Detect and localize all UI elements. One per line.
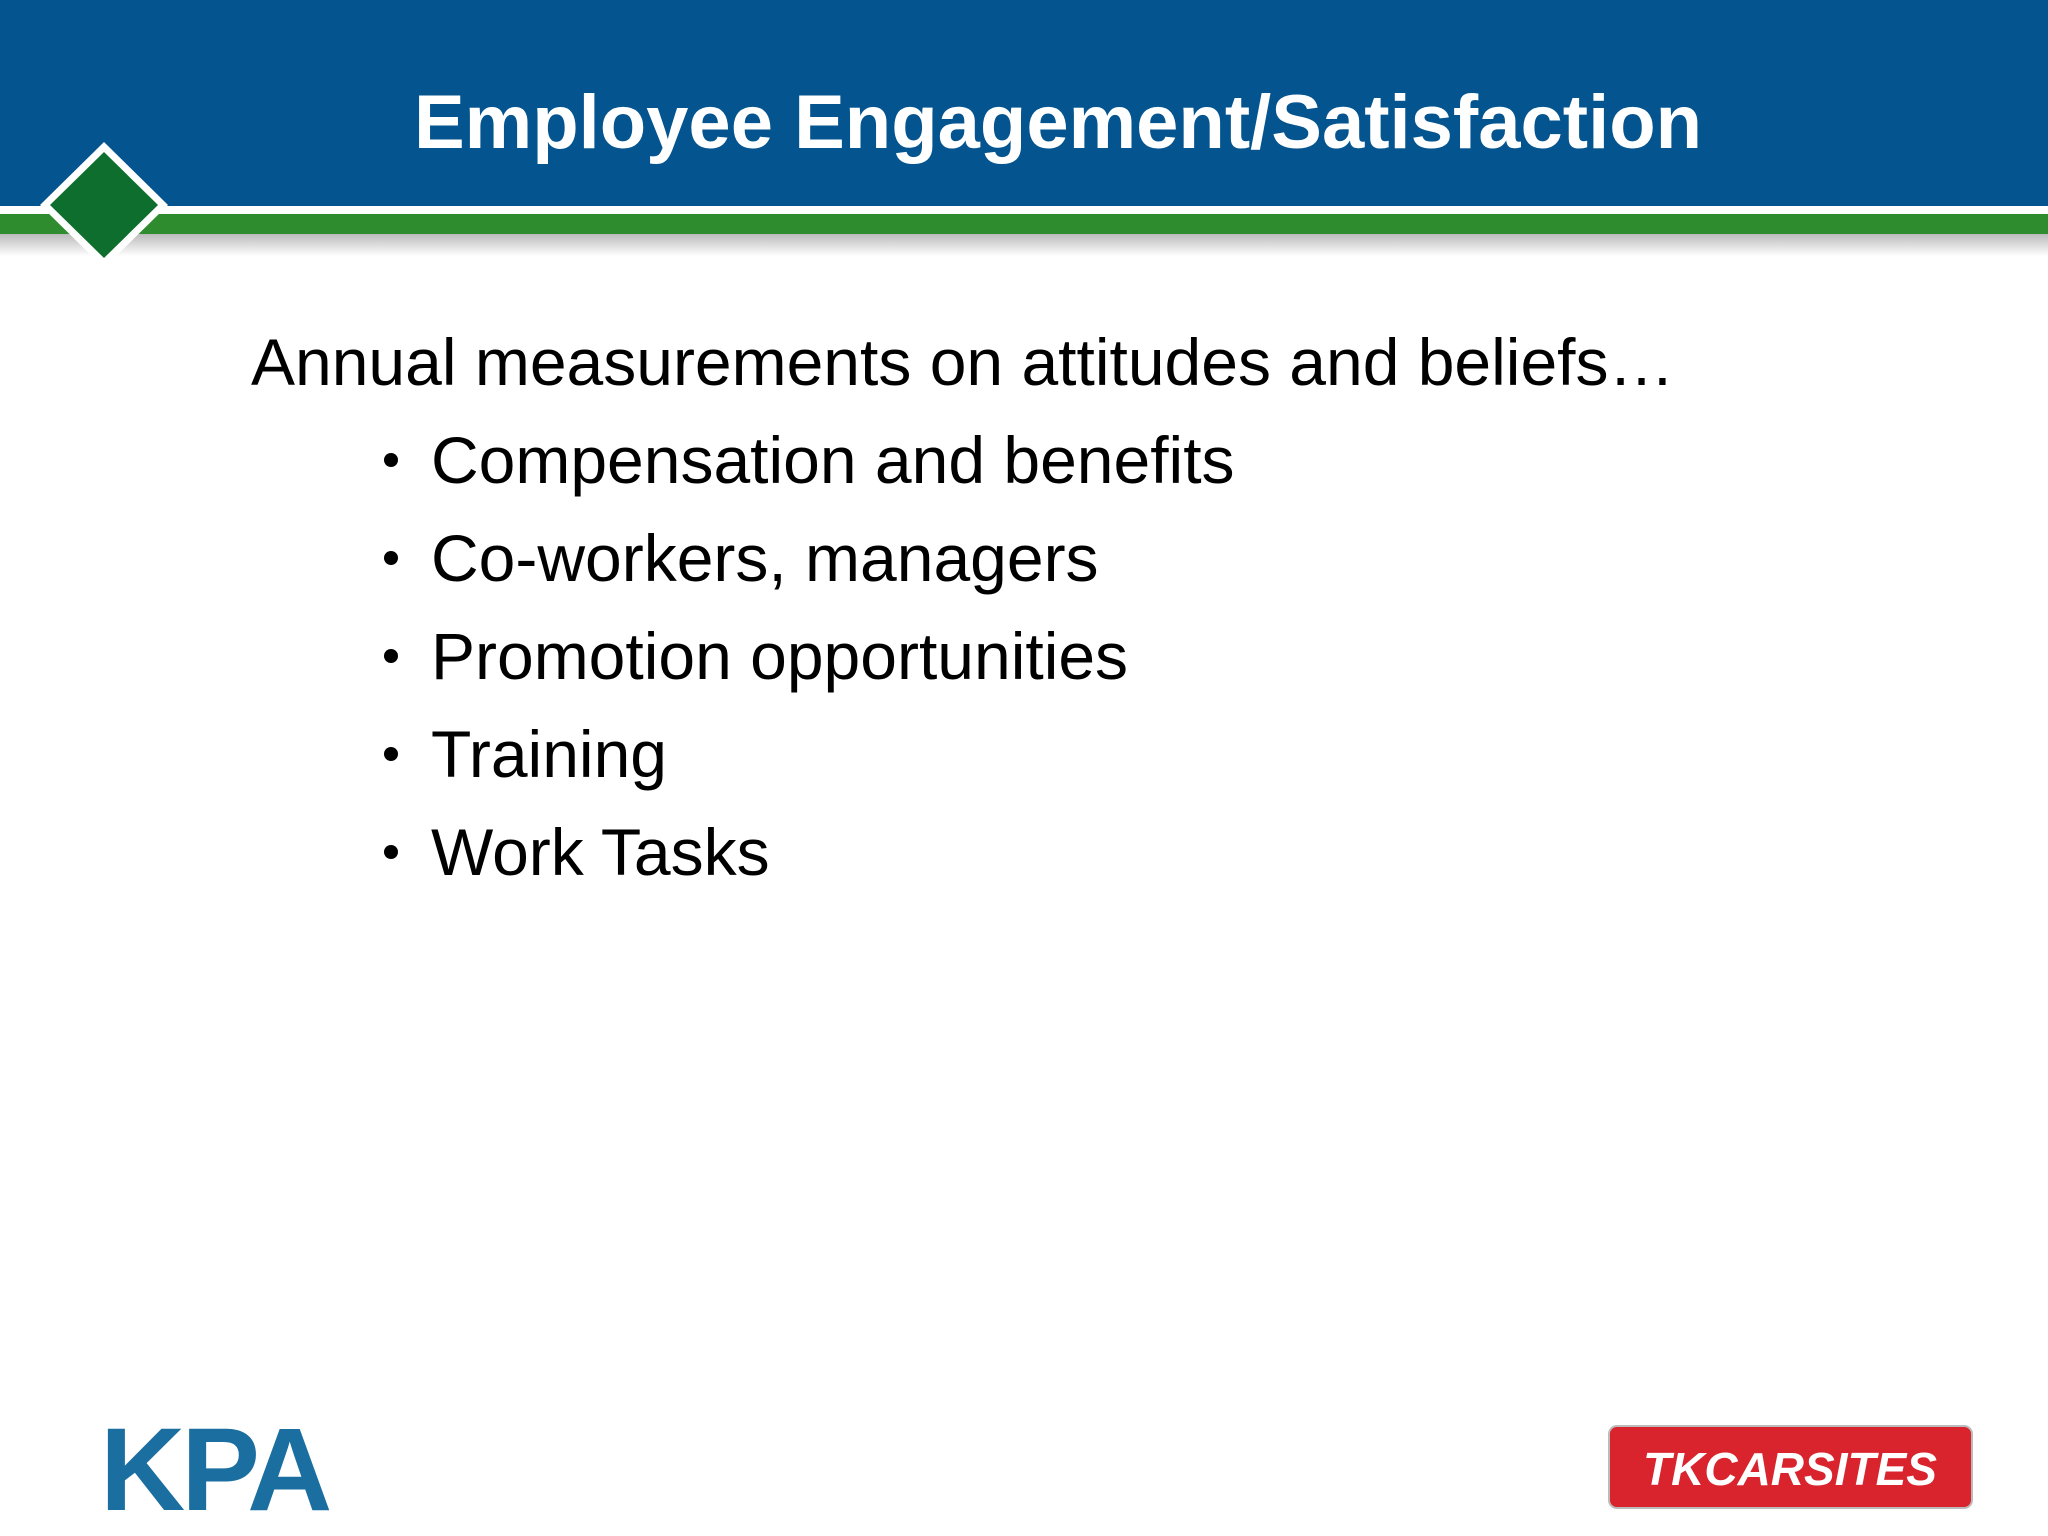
- kpa-logo: KPA: [100, 1404, 334, 1536]
- stripe-shadow: [0, 234, 2048, 256]
- bullet-text: Training: [431, 717, 667, 791]
- bullet-dot: [384, 649, 398, 663]
- bullet-dot: [384, 551, 398, 565]
- header-separator: [0, 206, 2048, 214]
- intro-text: Annual measurements on attitudes and bel…: [251, 325, 1675, 399]
- diamond: [50, 152, 158, 258]
- bullet-text: Work Tasks: [431, 815, 770, 889]
- bullet-dot: [384, 453, 398, 467]
- bullet-list: Compensation and benefits Co-workers, man…: [384, 423, 1235, 889]
- slide-title: Employee Engagement/Satisfaction: [414, 80, 1702, 165]
- logo-badge: [1608, 1425, 1973, 1509]
- kpa-logo-text: KPA: [100, 1404, 330, 1536]
- green-stripe: [0, 214, 2048, 234]
- header-band: [0, 0, 2048, 206]
- bullet-text: Co-workers, managers: [431, 521, 1099, 595]
- tkcarsites-logo: TKCARSITES: [1608, 1425, 1973, 1509]
- bullet-text: Compensation and benefits: [431, 423, 1235, 497]
- bullet-dot: [384, 845, 398, 859]
- tkcarsites-logo-text: TKCARSITES: [1643, 1443, 1937, 1495]
- bullet-dot: [384, 747, 398, 761]
- bullet-text: Promotion opportunities: [431, 619, 1128, 693]
